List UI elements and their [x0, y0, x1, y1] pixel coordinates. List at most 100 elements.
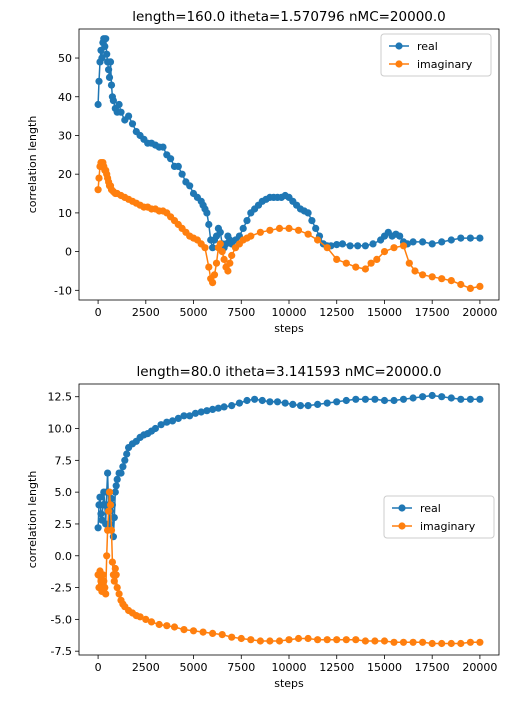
chart-1-x-tick-label: 20000 — [462, 306, 497, 319]
chart-1-imaginary-point — [476, 283, 483, 290]
chart-1-real-point — [354, 242, 361, 249]
chart-1-imaginary-point — [429, 273, 436, 280]
chart-1-imaginary-point — [362, 265, 369, 272]
chart-1-real-point — [116, 101, 123, 108]
chart-1-imaginary-point — [201, 244, 208, 251]
chart-2-imaginary-point — [163, 622, 170, 629]
chart-2-y-tick-label: 5.0 — [55, 486, 73, 499]
chart-2-imaginary-point — [200, 629, 207, 636]
chart-2-imaginary-point — [324, 636, 331, 643]
chart-2-y-tick-label: -5.0 — [51, 613, 72, 626]
chart-1-real-point — [240, 225, 247, 232]
chart-1-imaginary-point — [257, 229, 264, 236]
chart-2-imaginary-point — [209, 630, 216, 637]
chart-1-imaginary-point — [209, 279, 216, 286]
chart-2-imaginary-point — [333, 636, 340, 643]
chart-2-imaginary-point — [238, 635, 245, 642]
chart-1-real-point — [419, 238, 426, 245]
chart-1-imaginary-point — [95, 186, 102, 193]
chart-1-legend-imaginary-label: imaginary — [417, 58, 473, 71]
chart-2-imaginary-point — [247, 636, 254, 643]
chart-1-imaginary-point — [295, 227, 302, 234]
chart-1-imaginary-point — [95, 175, 102, 182]
chart-1-imaginary-point — [390, 244, 397, 251]
chart-2-imaginary-point — [99, 571, 106, 578]
chart-1-real-point — [167, 155, 174, 162]
chart-1-y-tick-label: 20 — [58, 168, 72, 181]
chart-2-real-point — [117, 470, 124, 477]
chart-2-x-tick-label: 0 — [95, 661, 102, 674]
chart-1-y-axis-label: correlation length — [26, 116, 39, 214]
chart-2-real-point — [236, 400, 243, 407]
chart-2-x-tick-label: 17500 — [415, 661, 450, 674]
chart-1-real-point — [339, 240, 346, 247]
chart-1-x-tick-label: 15000 — [367, 306, 402, 319]
chart-1-imaginary-point — [381, 248, 388, 255]
chart-2-real-point — [419, 393, 426, 400]
chart-1-legend-real-marker — [395, 42, 402, 49]
chart-2-imaginary-point — [476, 639, 483, 646]
chart-1-imaginary-point — [247, 233, 254, 240]
chart-2-real-point — [228, 402, 235, 409]
chart-2-imaginary-point — [171, 623, 178, 630]
chart-1-imaginary-point — [333, 256, 340, 263]
chart-1-imaginary-point — [438, 275, 445, 282]
chart-1-x-tick-label: 10000 — [272, 306, 307, 319]
chart-1-real-point — [217, 229, 224, 236]
chart-2-imaginary-point — [180, 626, 187, 633]
chart-1-real-point — [305, 209, 312, 216]
chart-2-real-point — [343, 397, 350, 404]
chart-2-real-point — [243, 397, 250, 404]
chart-2-legend-real-marker — [398, 504, 405, 511]
chart-2-real-point — [221, 403, 228, 410]
chart-1-y-tick-label: 50 — [58, 52, 72, 65]
chart-2-real-point — [305, 402, 312, 409]
chart-1-real-point — [243, 217, 250, 224]
chart-1-real-point — [105, 66, 112, 73]
chart-2-imaginary-point — [113, 571, 120, 578]
chart-2-imaginary-point — [219, 631, 226, 638]
chart-2-x-axis-label: steps — [274, 677, 304, 690]
chart-2-real-point — [400, 396, 407, 403]
chart-2-real-point — [123, 450, 130, 457]
chart-1-x-tick-label: 2500 — [132, 306, 160, 319]
chart-2-legend-real-label: real — [420, 502, 441, 515]
chart-1-imaginary-point — [211, 271, 218, 278]
chart-2-real-point — [362, 396, 369, 403]
chart-2-real-point — [410, 394, 417, 401]
chart-1-real-point — [103, 51, 110, 58]
chart-2-imaginary-point — [371, 637, 378, 644]
chart-2-real-point — [457, 396, 464, 403]
chart-1-imaginary-point — [419, 271, 426, 278]
chart-2-y-tick-label: 0.0 — [55, 550, 73, 563]
chart-1-x-tick-label: 17500 — [415, 306, 450, 319]
chart-1-imaginary-point — [400, 242, 407, 249]
chart-2-y-tick-label: -2.5 — [51, 582, 72, 595]
chart-2-legend-imaginary-marker — [398, 522, 405, 529]
chart-2-real-point — [113, 482, 120, 489]
chart-2-real-point — [314, 401, 321, 408]
chart-2-x-tick-label: 12500 — [319, 661, 354, 674]
chart-1-x-tick-label: 12500 — [319, 306, 354, 319]
chart-2-real-point — [289, 401, 296, 408]
chart-1-imaginary-point — [448, 277, 455, 284]
chart-1-x-tick-label: 5000 — [180, 306, 208, 319]
chart-1-y-tick-label: 0 — [65, 246, 72, 259]
chart-2-imaginary-point — [190, 627, 197, 634]
chart-2-imaginary-point — [295, 635, 302, 642]
chart-2-real-point — [114, 476, 121, 483]
chart-2-real-point — [324, 400, 331, 407]
chart-2-imaginary-point — [400, 639, 407, 646]
chart-1-imaginary-point — [226, 260, 233, 267]
chart-2-x-tick-label: 20000 — [462, 661, 497, 674]
chart-2-imaginary-point — [457, 640, 464, 647]
chart-2-imaginary-point — [438, 640, 445, 647]
chart-1-real-point — [175, 163, 182, 170]
chart-1-x-tick-label: 0 — [95, 306, 102, 319]
chart-2-imaginary-point — [105, 508, 112, 515]
chart-2-imaginary-point — [108, 527, 115, 534]
chart-1-imaginary-point — [285, 225, 292, 232]
chart-2-real-point — [97, 510, 104, 517]
chart-1-real-point — [106, 74, 113, 81]
chart-1-imaginary-point — [213, 260, 220, 267]
